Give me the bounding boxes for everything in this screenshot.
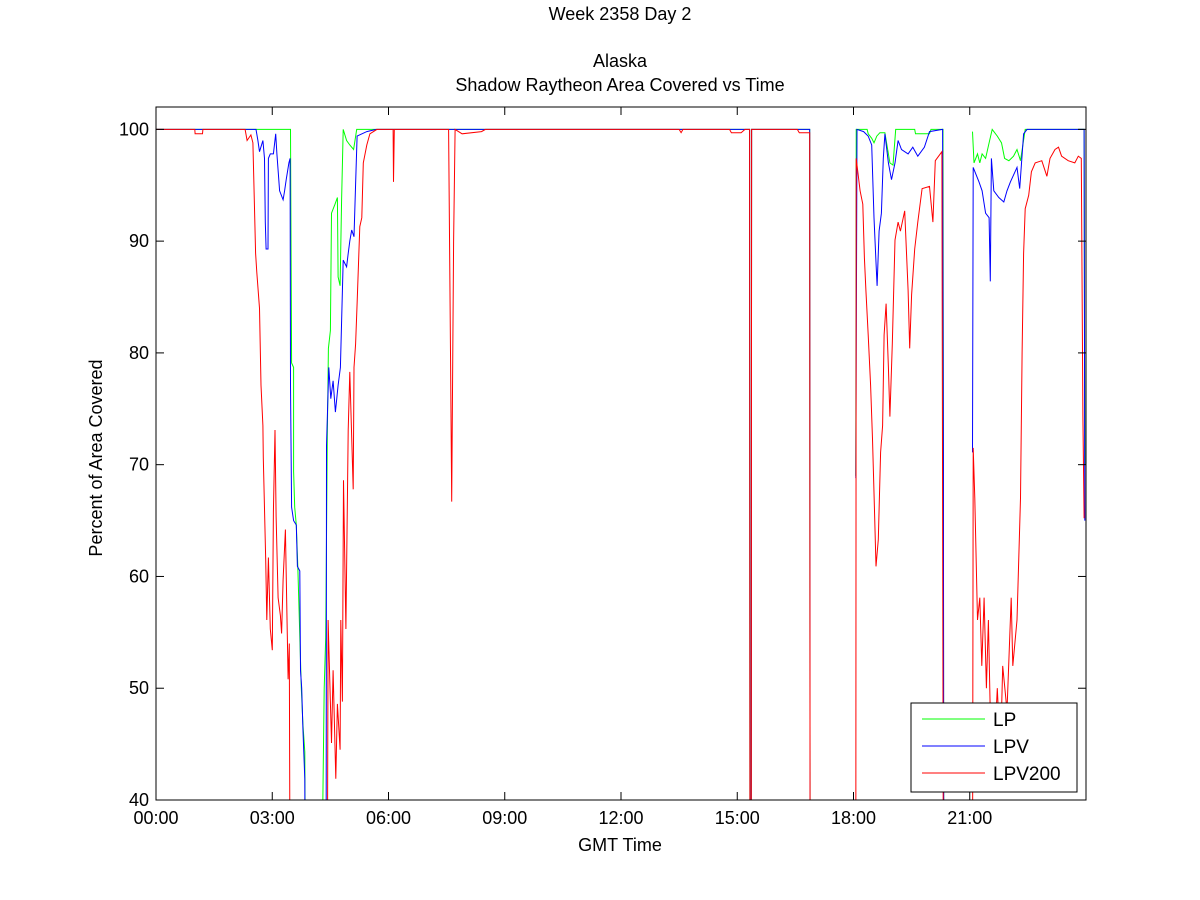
series-layer: [156, 128, 1086, 800]
legend-box: [910, 702, 1078, 793]
x-tick-label: 18:00: [831, 808, 876, 828]
x-tick-label: 21:00: [947, 808, 992, 828]
x-tick-label: 09:00: [482, 808, 527, 828]
y-tick-label: 70: [129, 455, 149, 475]
y-tick-label: 90: [129, 231, 149, 251]
x-axis-label: GMT Time: [578, 835, 662, 855]
chart-title-line-3: Alaska: [593, 51, 648, 71]
legend-label-lpv: LPV: [993, 737, 1029, 758]
series-line-lpv: [156, 128, 1086, 800]
y-tick-label: 80: [129, 343, 149, 363]
legend: LP LPV LPV200: [910, 702, 1078, 793]
series-line-lp: [156, 128, 1086, 800]
legend-label-lp: LP: [993, 710, 1016, 731]
ticks-layer: 00:00 03:00 06:00 09:00 12:00 15:00 18:00 21:00…: [119, 107, 1086, 828]
x-tick-label: 15:00: [715, 808, 760, 828]
y-tick-label: 50: [129, 678, 149, 698]
y-axis-label: Percent of Area Covered: [86, 359, 106, 556]
y-tick-label: 60: [129, 566, 149, 586]
x-tick-label: 12:00: [598, 808, 643, 828]
chart-title-line-4: Shadow Raytheon Area Covered vs Time: [455, 75, 784, 95]
y-tick-label: 40: [129, 790, 149, 810]
y-tick-label: 100: [119, 119, 149, 139]
legend-label-lpv200: LPV200: [993, 764, 1061, 785]
x-tick-label: 03:00: [250, 808, 295, 828]
x-tick-label: 06:00: [366, 808, 411, 828]
x-tick-label: 00:00: [133, 808, 178, 828]
plot-area: [156, 107, 1086, 800]
chart-title-line-1: Week 2358 Day 2: [549, 4, 692, 24]
series-line-lpv200: [156, 128, 1085, 800]
